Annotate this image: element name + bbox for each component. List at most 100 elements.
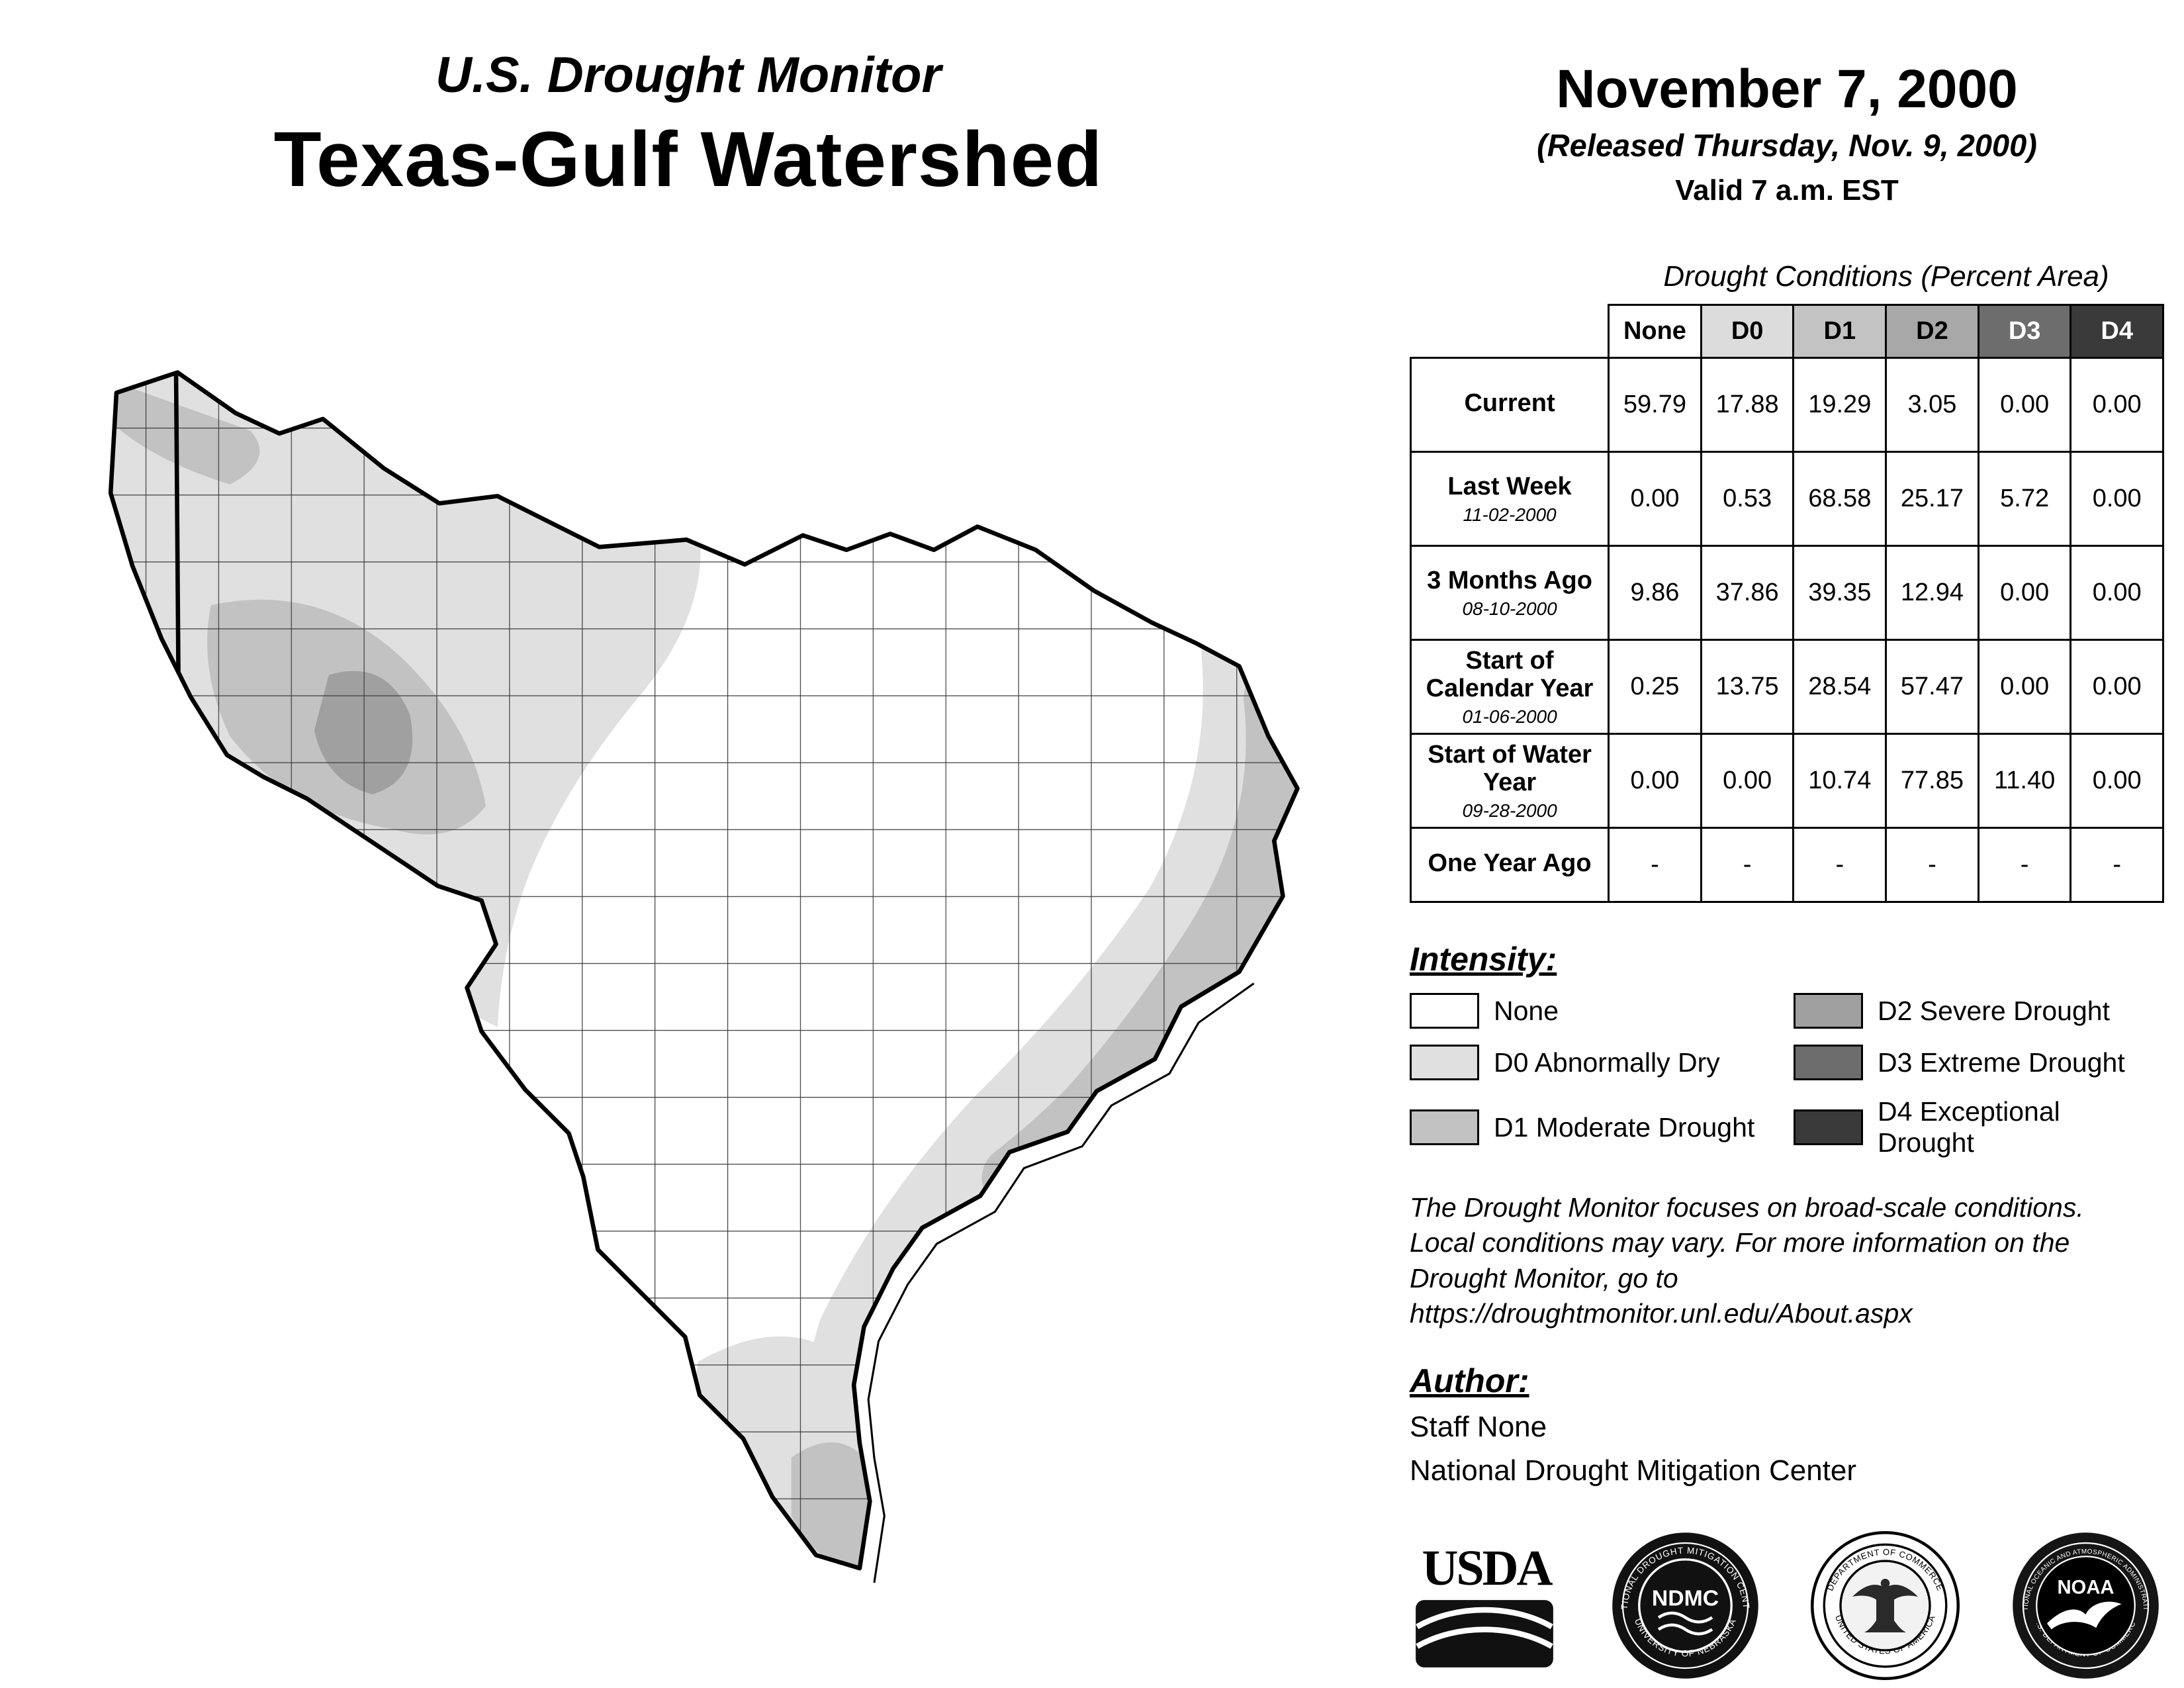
legend-item-d1: D1 Moderate Drought: [1410, 1096, 1794, 1158]
row-label: Start of Calendar Year 01-06-2000: [1409, 639, 1610, 735]
legend-item-none: None: [1410, 993, 1794, 1029]
row-label: 3 Months Ago 08-10-2000: [1409, 545, 1610, 641]
col-header-d1: D1: [1792, 304, 1888, 359]
table-cell: 68.58: [1792, 451, 1888, 547]
col-header-d3: D3: [1977, 304, 2072, 359]
legend-swatch-d3: [1794, 1045, 1863, 1080]
legend-swatch-none: [1410, 993, 1479, 1029]
table-cell: 17.88: [1700, 357, 1795, 453]
state-border-line: [173, 372, 181, 751]
usda-logo: USDA: [1414, 1543, 1559, 1669]
col-header-none: None: [1608, 304, 1702, 359]
table-title: Drought Conditions (Percent Area): [1663, 260, 2109, 293]
table-cell: 0.00: [1977, 357, 2072, 453]
table-cell: 0.00: [2070, 357, 2164, 453]
table-cell: 11.40: [1977, 733, 2072, 829]
legend-item-d2: D2 Severe Drought: [1794, 993, 2164, 1029]
table-cell: 0.00: [2070, 639, 2164, 735]
eagle-head-icon: [1881, 1579, 1890, 1588]
legend-swatch-d2: [1794, 993, 1863, 1029]
legend-label: None: [1494, 995, 1559, 1026]
noaa-logo: NATIONAL OCEANIC AND ATMOSPHERIC ADMINIS…: [2011, 1531, 2159, 1679]
watershed-outline: [108, 370, 1300, 1571]
released-date: (Released Thursday, Nov. 9, 2000): [1537, 128, 2037, 163]
table-corner: [1410, 305, 1609, 358]
region-title: Texas-Gulf Watershed: [273, 116, 1103, 203]
table-cell: -: [1700, 827, 1795, 903]
app-title: U.S. Drought Monitor: [435, 47, 942, 103]
table-cell: 59.79: [1608, 357, 1702, 453]
seagull-icon: [2046, 1601, 2122, 1630]
col-header-d4: D4: [2070, 304, 2164, 359]
watershed-map-svg: [108, 370, 1300, 1583]
table-cell: 0.00: [1977, 639, 2072, 735]
legend-label: D0 Abnormally Dry: [1494, 1047, 1720, 1078]
table-cell: -: [1885, 827, 1979, 903]
table-cell: 13.75: [1700, 639, 1795, 735]
legend-label: D4 Exceptional Drought: [1878, 1096, 2060, 1158]
table-cell: -: [1608, 827, 1702, 903]
table-cell: 0.53: [1700, 451, 1795, 547]
table-cell: 19.29: [1792, 357, 1888, 453]
usda-wordmark: USDA: [1422, 1540, 1553, 1596]
table-cell: 28.54: [1792, 639, 1888, 735]
author-heading: Author:: [1410, 1362, 1529, 1400]
legend-item-d4: D4 Exceptional Drought: [1794, 1096, 2164, 1158]
intensity-legend: None D0 Abnormally Dry D1 Moderate Droug…: [1410, 993, 2164, 1158]
noaa-center-text: NOAA: [2057, 1577, 2114, 1599]
watershed-map: [73, 361, 1324, 1597]
legend-item-d3: D3 Extreme Drought: [1794, 1045, 2164, 1080]
legend-label: D1 Moderate Drought: [1494, 1111, 1755, 1143]
table-row-start-calendar-year: Start of Calendar Year 01-06-2000 0.25 13…: [1409, 639, 2164, 735]
table-cell: 57.47: [1885, 639, 1979, 735]
table-cell: -: [1792, 827, 1888, 903]
ndmc-logo: NATIONAL DROUGHT MITIGATION CENTER UNIVE…: [1611, 1531, 1758, 1679]
author-org: National Drought Mitigation Center: [1410, 1454, 1857, 1487]
row-label: Last Week 11-02-2000: [1409, 451, 1610, 547]
table-cell: 0.00: [2070, 733, 2164, 829]
date-block: November 7, 2000 (Released Thursday, Nov…: [1410, 58, 2164, 207]
legend-label: D2 Severe Drought: [1878, 995, 2110, 1026]
disclaimer-text: The Drought Monitor focuses on broad-sca…: [1410, 1192, 2084, 1329]
legend-item-d0: D0 Abnormally Dry: [1410, 1045, 1794, 1080]
eagle-emblem-icon: [1852, 1585, 1919, 1633]
author-name: Staff None: [1410, 1411, 1547, 1444]
col-header-d0: D0: [1700, 304, 1795, 359]
table-cell: 0.00: [1608, 733, 1702, 829]
table-row-one-year-ago: One Year Ago - - - - - -: [1409, 827, 2164, 903]
table-header-row: None D0 D1 D2 D3 D4: [1410, 304, 2164, 359]
map-date: November 7, 2000: [1556, 59, 2018, 119]
table-cell: 5.72: [1977, 451, 2072, 547]
table-cell: 77.85: [1885, 733, 1979, 829]
ndmc-wave-icon: [1657, 1611, 1713, 1624]
legend-swatch-d1: [1410, 1109, 1479, 1145]
table-cell: 12.94: [1885, 545, 1979, 641]
table-cell: 0.00: [2070, 451, 2164, 547]
legend-swatch-d0: [1410, 1045, 1479, 1080]
title-block: U.S. Drought Monitor Texas-Gulf Watershe…: [26, 46, 1350, 205]
table-row-3-months-ago: 3 Months Ago 08-10-2000 9.86 37.86 39.35 …: [1409, 545, 2164, 641]
table-cell: 39.35: [1792, 545, 1888, 641]
commerce-logo: DEPARTMENT OF COMMERCE UNITED STATES OF …: [1811, 1531, 1960, 1681]
table-cell: 9.86: [1608, 545, 1702, 641]
table-cell: -: [2070, 827, 2164, 903]
table-cell: 25.17: [1885, 451, 1979, 547]
table-cell: 0.00: [2070, 545, 2164, 641]
logo-row: USDA NATIONAL DROUGHT MITIGATION CENTER …: [1410, 1531, 2164, 1681]
row-label: Current: [1409, 357, 1610, 453]
table-cell: 0.00: [1608, 451, 1702, 547]
barrier-islands-line: [867, 982, 1255, 1583]
table-cell: 0.25: [1608, 639, 1702, 735]
table-cell: 37.86: [1700, 545, 1795, 641]
table-cell: 0.00: [1977, 545, 2072, 641]
row-label: Start of Water Year 09-28-2000: [1409, 733, 1610, 829]
table-cell: -: [1977, 827, 2072, 903]
usda-field-symbol: [1416, 1599, 1553, 1667]
ndmc-wave-icon: [1657, 1623, 1713, 1636]
table-cell: 0.00: [1700, 733, 1795, 829]
table-row-start-water-year: Start of Water Year 09-28-2000 0.00 0.00 …: [1409, 733, 2164, 829]
row-label: One Year Ago: [1409, 827, 1610, 903]
right-column: November 7, 2000 (Released Thursday, Nov…: [1409, 58, 2164, 1688]
drought-table: None D0 D1 D2 D3 D4 Current 59.79 17.88 …: [1409, 304, 2164, 903]
table-row-last-week: Last Week 11-02-2000 0.00 0.53 68.58 25.1…: [1409, 451, 2164, 547]
